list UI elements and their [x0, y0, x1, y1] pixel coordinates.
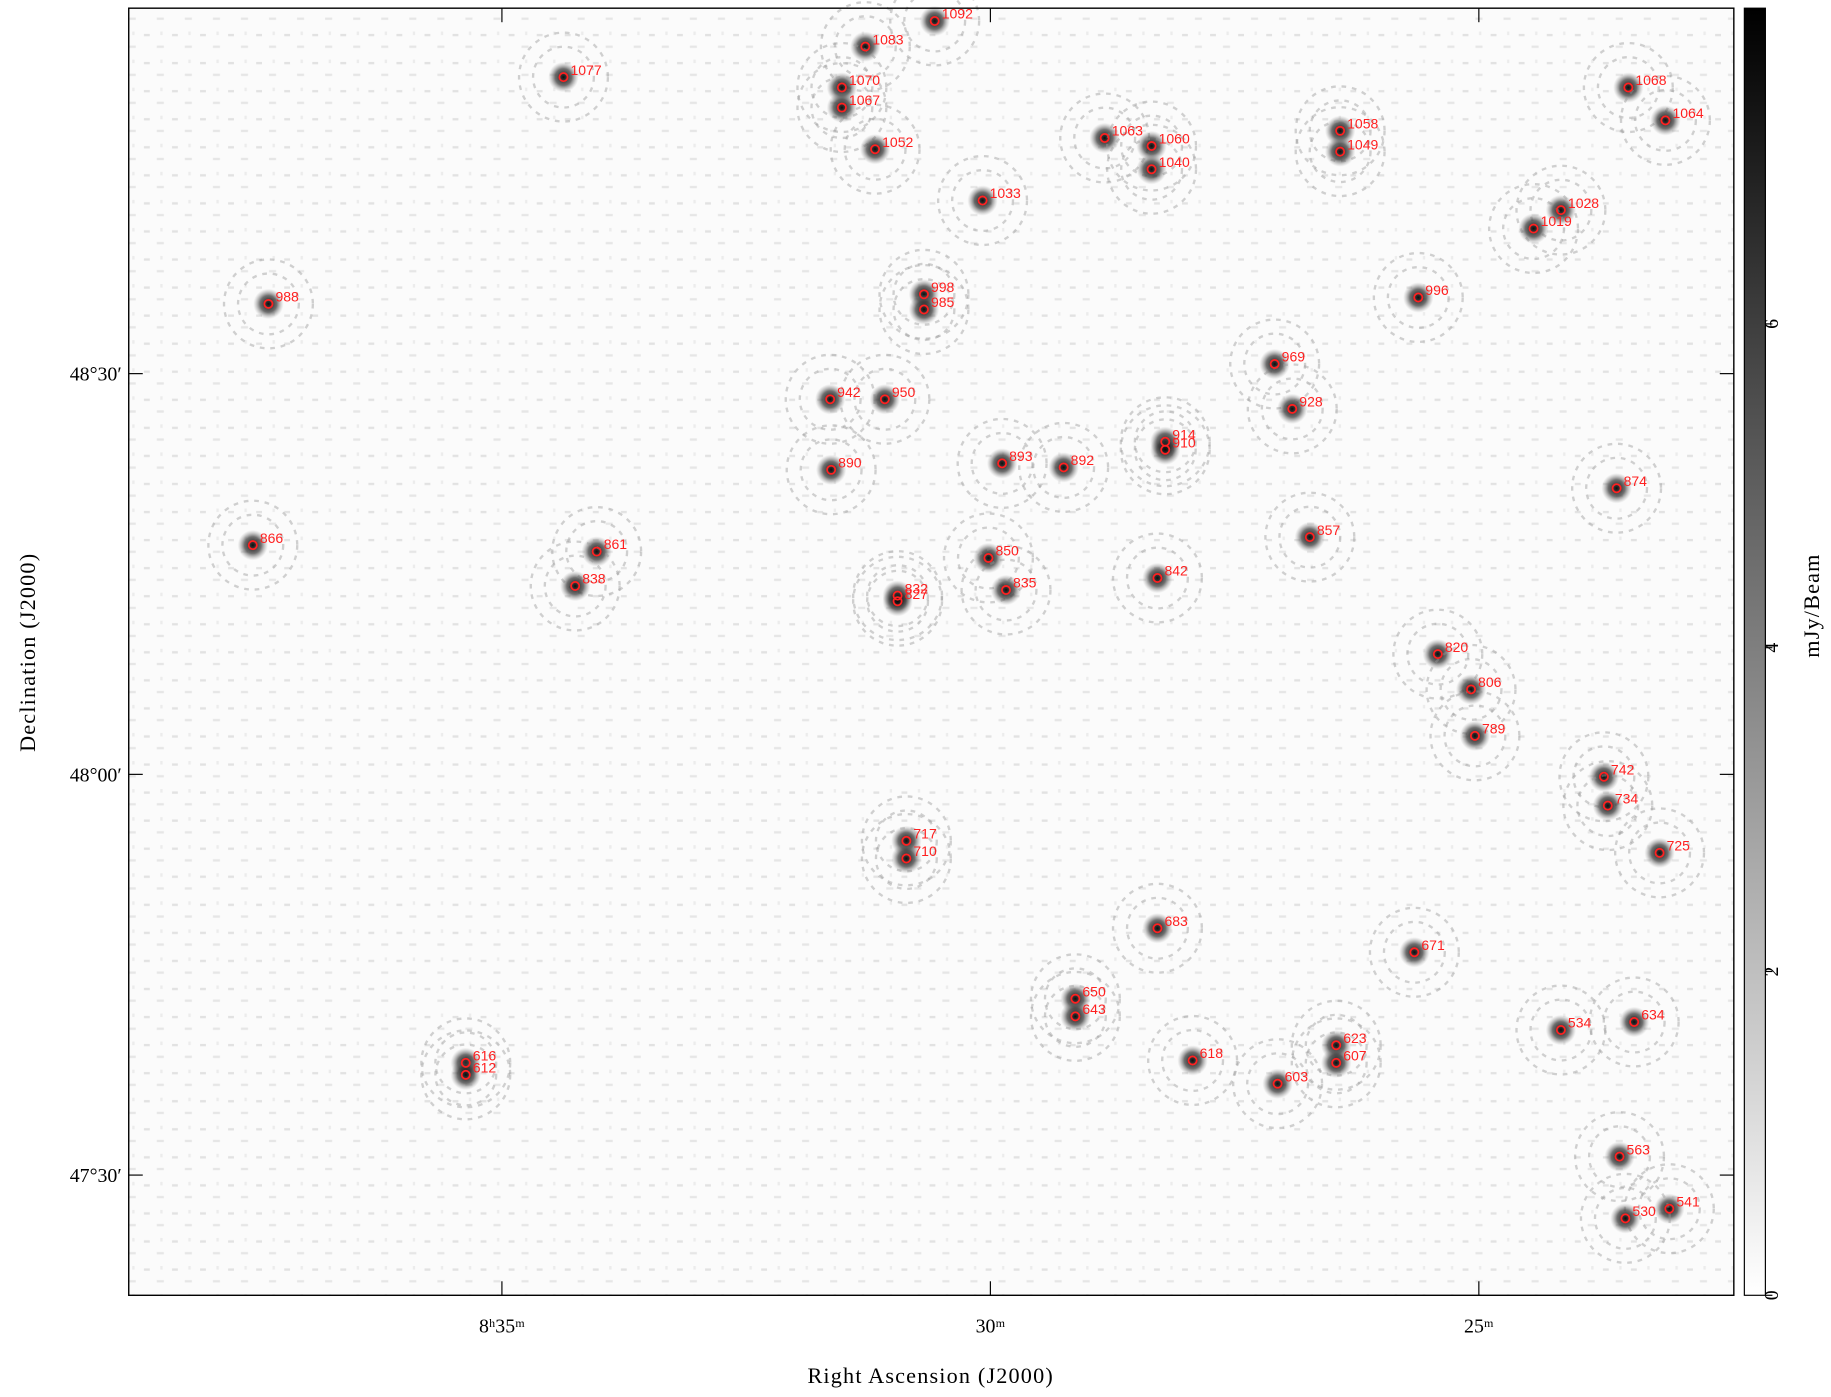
- x-axis-title: Right Ascension (J2000): [807, 1363, 1053, 1388]
- colorbar-title: mJy/Beam: [1799, 553, 1824, 657]
- source-label: 942: [837, 384, 861, 400]
- source-label: 710: [913, 843, 937, 859]
- source-label: 866: [260, 530, 284, 546]
- source-label: 835: [1013, 575, 1037, 591]
- source-label: 1077: [570, 62, 601, 78]
- source-label: 671: [1421, 937, 1445, 953]
- source-label: 623: [1343, 1030, 1367, 1046]
- source-label: 842: [1164, 563, 1188, 579]
- source-label: 725: [1667, 838, 1691, 854]
- source-label: 1070: [849, 72, 880, 88]
- source-label: 893: [1009, 448, 1033, 464]
- y-axis-title: Declination (J2000): [15, 553, 40, 752]
- source-label: 612: [473, 1060, 497, 1076]
- y-tick-label: 48°00′: [70, 764, 122, 786]
- colorbar-tick-label: 6: [1761, 319, 1783, 329]
- source-label: 827: [905, 586, 929, 602]
- source-label: 789: [1482, 721, 1506, 737]
- colorbar-tick-label: 4: [1761, 643, 1783, 653]
- source-label: 650: [1082, 983, 1106, 999]
- source-label: 530: [1632, 1203, 1656, 1219]
- source-label: 563: [1627, 1141, 1651, 1157]
- source-label: 838: [582, 571, 606, 587]
- source-label: 607: [1343, 1048, 1367, 1064]
- source-label: 890: [838, 454, 862, 470]
- source-label: 541: [1676, 1193, 1700, 1209]
- source-label: 1083: [872, 31, 903, 47]
- source-label: 1068: [1635, 72, 1666, 88]
- source-label: 1033: [990, 185, 1021, 201]
- source-label: 1019: [1541, 213, 1572, 229]
- source-label: 1067: [849, 92, 880, 108]
- source-label: 1064: [1672, 105, 1703, 121]
- source-label: 1052: [882, 134, 913, 150]
- source-label: 928: [1299, 394, 1323, 410]
- source-label: 996: [1425, 282, 1449, 298]
- source-label: 857: [1317, 522, 1341, 538]
- x-tick-label: 8ʰ35ᵐ: [479, 1316, 525, 1338]
- source-label: 683: [1164, 913, 1188, 929]
- colorbar-tick-label: 2: [1761, 967, 1783, 977]
- chart: 1077109210831070106710521063106010401058…: [0, 0, 1831, 1397]
- x-tick-label: 25ᵐ: [1464, 1316, 1494, 1338]
- source-label: 892: [1071, 452, 1095, 468]
- source-label: 1040: [1159, 154, 1190, 170]
- y-tick-label: 47°30′: [70, 1165, 122, 1187]
- source-label: 874: [1624, 473, 1648, 489]
- source-label: 618: [1200, 1045, 1224, 1061]
- colorbar-tick-label: 0: [1761, 1290, 1783, 1300]
- source-label: 988: [275, 289, 299, 305]
- source-label: 742: [1611, 761, 1635, 777]
- y-tick-label: 48°30′: [70, 364, 122, 386]
- source-label: 603: [1285, 1068, 1309, 1084]
- source-label: 1058: [1347, 115, 1378, 131]
- source-label: 850: [995, 543, 1019, 559]
- source-label: 734: [1615, 790, 1639, 806]
- source-label: 717: [913, 826, 937, 842]
- source-label: 1063: [1112, 123, 1143, 139]
- source-label: 534: [1568, 1015, 1592, 1031]
- source-label: 643: [1082, 1001, 1106, 1017]
- source-label: 1060: [1159, 131, 1190, 147]
- source-label: 634: [1641, 1007, 1665, 1023]
- source-label: 1028: [1568, 195, 1599, 211]
- source-label: 910: [1172, 434, 1196, 450]
- x-tick-label: 30ᵐ: [976, 1316, 1006, 1338]
- source-label: 1049: [1347, 136, 1378, 152]
- source-label: 806: [1478, 674, 1502, 690]
- source-label: 998: [931, 279, 955, 295]
- page: {"chart_data": {"type": "scatter", "x_la…: [0, 0, 1831, 1397]
- source-label: 820: [1445, 639, 1469, 655]
- source-label: 985: [931, 294, 955, 310]
- source-label: 861: [604, 536, 628, 552]
- source-label: 969: [1282, 349, 1306, 365]
- source-label: 950: [892, 384, 916, 400]
